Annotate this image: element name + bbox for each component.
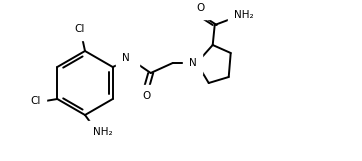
Text: Cl: Cl	[75, 24, 85, 34]
Text: N: N	[189, 58, 197, 68]
Text: N: N	[122, 53, 130, 63]
Text: Cl: Cl	[30, 96, 41, 106]
Text: H: H	[126, 53, 134, 63]
Text: O: O	[197, 3, 205, 13]
Text: O: O	[143, 91, 151, 101]
Text: NH₂: NH₂	[234, 10, 253, 20]
Text: NH₂: NH₂	[93, 127, 113, 137]
